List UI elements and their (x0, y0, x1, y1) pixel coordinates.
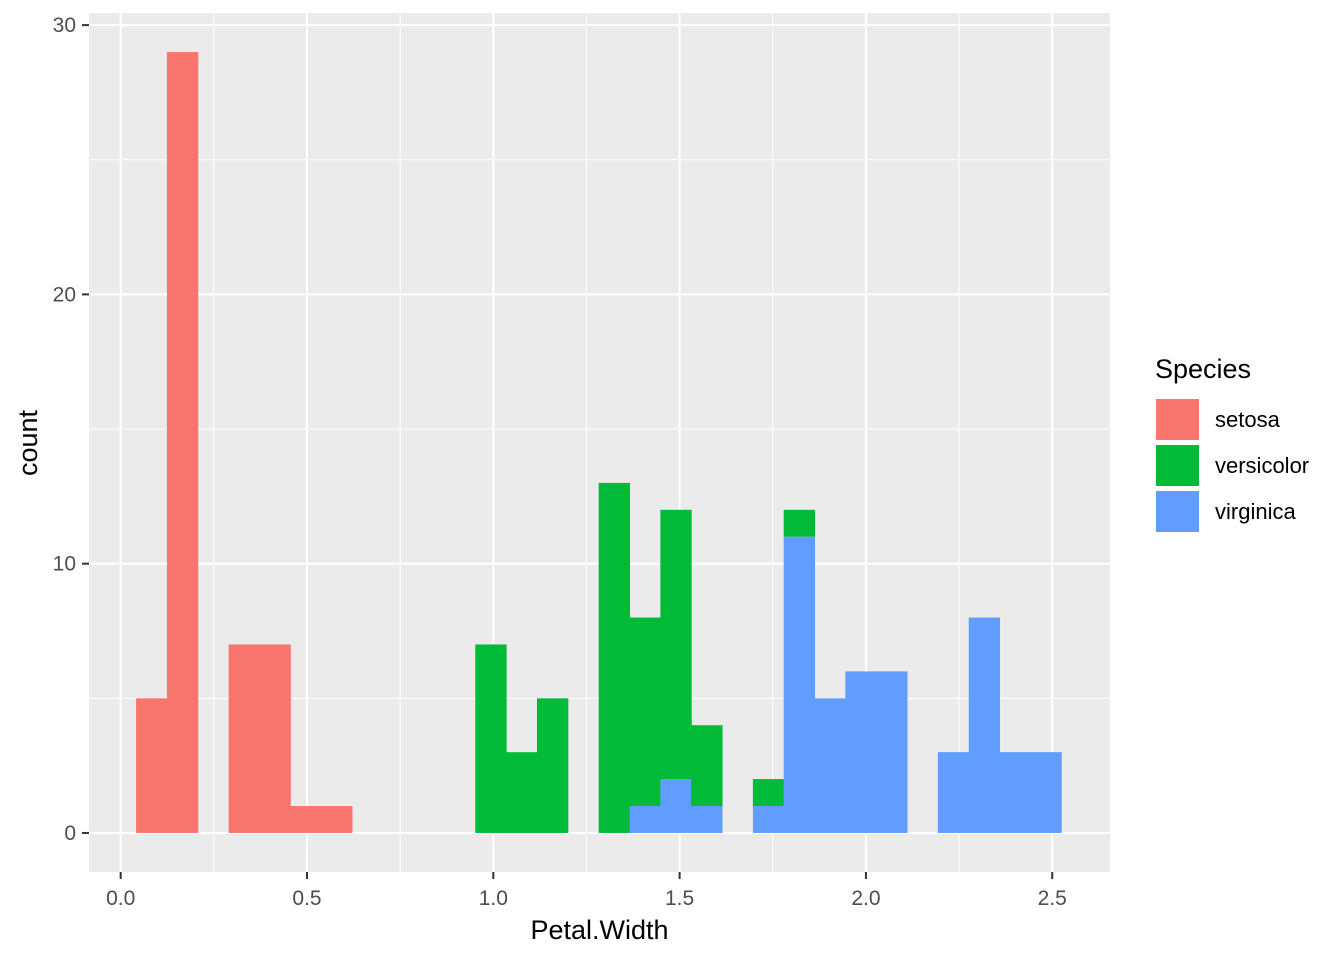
bar-versicolor-13 (536, 698, 569, 833)
y-axis-title: count (13, 409, 43, 476)
y-tick-label: 30 (53, 14, 76, 37)
legend-key-setosa (1154, 397, 1201, 442)
bar-versicolor-21 (783, 509, 816, 537)
legend-label-setosa: setosa (1215, 407, 1281, 432)
legend-items: setosa versicolor virginica (1154, 397, 1309, 534)
bar-setosa-6 (321, 806, 353, 833)
bar-setosa-0 (136, 698, 168, 833)
legend: Species setosa versicolor virginica (1154, 354, 1309, 534)
y-tick-label: 0 (64, 822, 76, 845)
bar-virginica-26 (937, 752, 970, 833)
bar-virginica-24 (876, 671, 908, 833)
x-tick-label: 1.5 (665, 887, 694, 910)
bar-versicolor-16 (629, 617, 661, 807)
bar-versicolor-17 (660, 509, 692, 780)
bar-virginica-17 (660, 779, 692, 833)
bar-virginica-21 (783, 536, 816, 833)
x-tick-label: 0.5 (292, 887, 321, 910)
legend-label-virginica: virginica (1215, 499, 1296, 524)
legend-title: Species (1155, 354, 1251, 384)
bar-setosa-3 (228, 644, 260, 833)
bar-setosa-1 (166, 52, 199, 833)
bar-versicolor-11 (475, 644, 507, 833)
x-tick-label: 0.0 (106, 887, 135, 910)
x-axis-title: Petal.Width (530, 915, 668, 945)
x-axis: 0.0 0.5 1.0 1.5 2.0 2.5 (106, 872, 1067, 910)
bar-versicolor-20 (752, 779, 785, 807)
bar-setosa-4 (259, 644, 291, 833)
bar-versicolor-15 (598, 482, 630, 833)
bar-virginica-16 (629, 806, 661, 833)
bar-setosa-5 (290, 806, 322, 833)
bar-virginica-23 (845, 671, 877, 833)
bar-versicolor-18 (691, 725, 723, 807)
histogram-bars (136, 52, 1062, 833)
legend-key-versicolor (1154, 443, 1201, 488)
y-tick-label: 10 (53, 553, 76, 576)
bar-virginica-22 (814, 698, 846, 833)
x-tick-label: 1.0 (479, 887, 508, 910)
y-axis: 0 10 20 30 (53, 14, 89, 845)
x-tick-label: 2.0 (851, 887, 880, 910)
bar-virginica-20 (752, 806, 785, 833)
bar-virginica-27 (968, 617, 1001, 833)
x-tick-label: 2.5 (1038, 887, 1067, 910)
bar-virginica-28 (999, 752, 1031, 833)
legend-key-virginica (1154, 489, 1201, 534)
legend-label-versicolor: versicolor (1215, 453, 1309, 478)
bar-virginica-29 (1030, 752, 1062, 833)
bar-virginica-18 (691, 806, 723, 833)
bar-versicolor-12 (506, 752, 538, 833)
y-tick-label: 20 (53, 283, 76, 306)
